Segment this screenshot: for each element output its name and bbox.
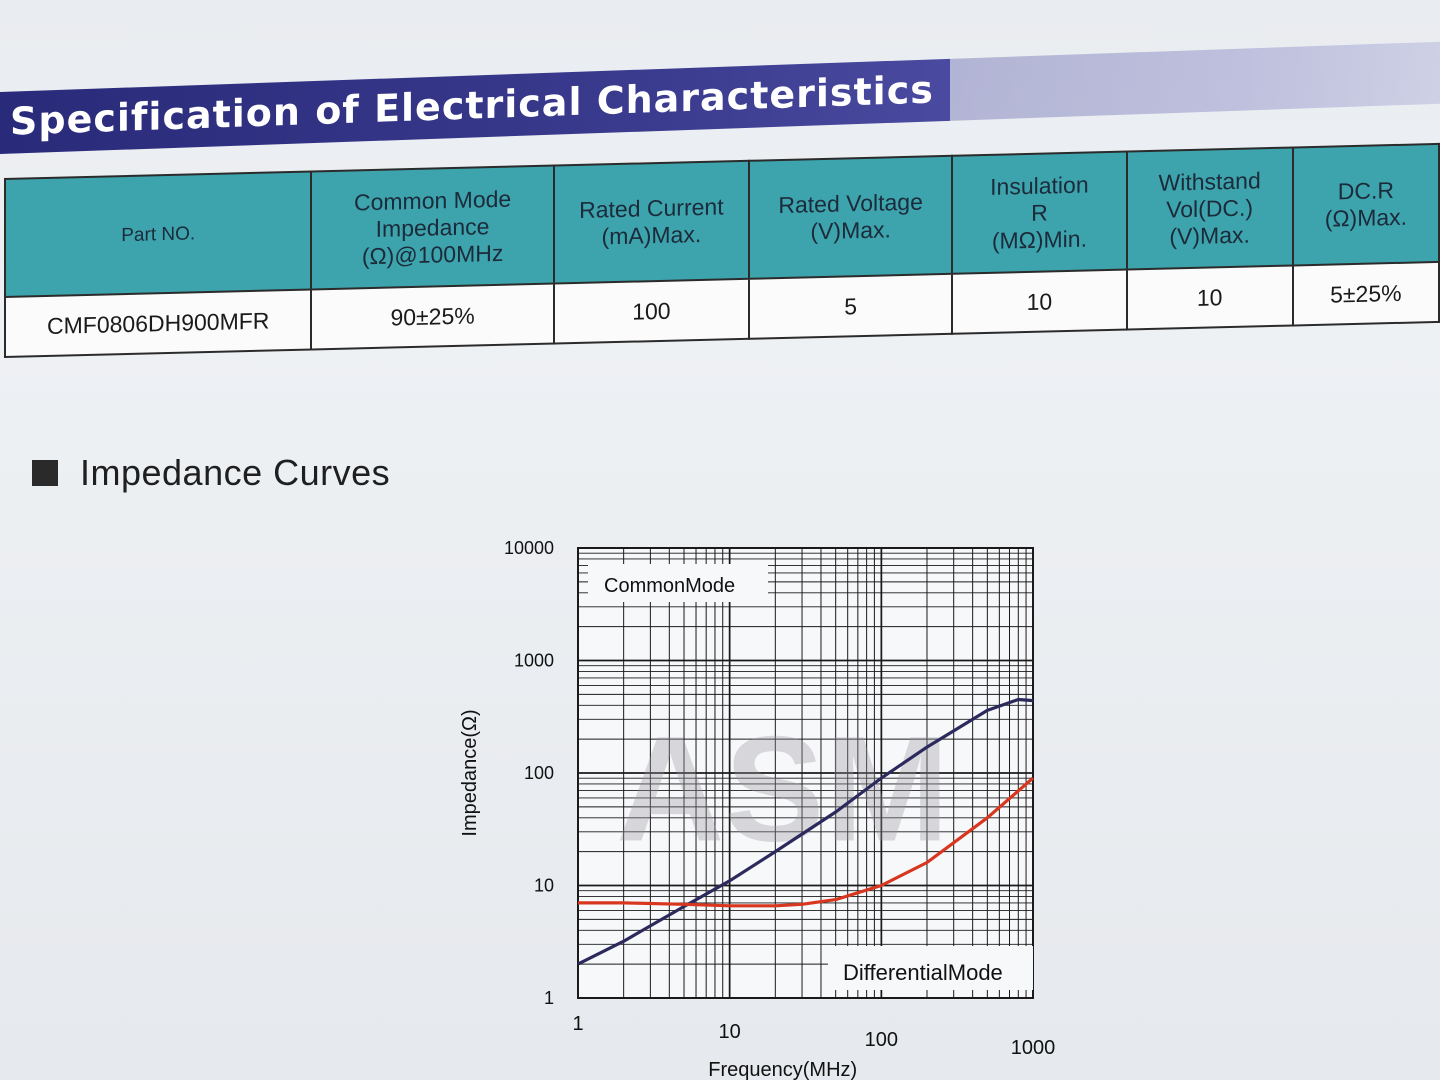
y-tick-label: 10: [534, 876, 554, 896]
y-tick-label: 100: [524, 763, 554, 783]
page-title: Specification of Electrical Characterist…: [10, 67, 934, 144]
table-cell: 10: [1126, 265, 1293, 330]
table-cell: 100: [553, 278, 750, 344]
header-line: Withstand: [1158, 166, 1261, 196]
table-header-cell: Part NO.: [5, 171, 312, 297]
title-banner-fade: [950, 41, 1440, 121]
header-line: R: [1031, 198, 1048, 226]
table-cell: 90±25%: [311, 283, 554, 350]
spec-table-wrap: Part NO. Common Mode Impedance (Ω)@100MHz Ra…: [4, 143, 1440, 358]
table-header-cell: Insulation R (MΩ)Min.: [952, 151, 1127, 274]
y-tick-label: 1: [544, 988, 554, 1008]
x-tick-label: 10: [719, 1021, 741, 1043]
table-header-cell: DC.R (Ω)Max.: [1292, 143, 1439, 266]
header-line: Rated Current: [579, 193, 724, 223]
series-line: [578, 776, 1035, 908]
spec-table: Part NO. Common Mode Impedance (Ω)@100MHz Ra…: [4, 143, 1440, 358]
x-tick-label: 1: [572, 1013, 583, 1035]
table-cell: 10: [952, 269, 1127, 334]
legend-label-common: CommonMode: [604, 575, 735, 597]
header-line: Common Mode: [353, 185, 512, 215]
header-line: (mA)Max.: [601, 220, 702, 250]
x-axis-label: Frequency(MHz): [708, 1059, 857, 1080]
header-line: (MΩ)Min.: [991, 225, 1087, 254]
legend-box-differential: [828, 946, 1033, 990]
legend-box-common: [588, 564, 768, 602]
table-cell: 5: [749, 273, 953, 339]
y-axis-label: Impedance(Ω): [459, 709, 481, 836]
table-header-cell: Withstand Vol(DC.) (V)Max.: [1126, 147, 1293, 270]
table-cell: 5±25%: [1292, 261, 1439, 326]
table-cell: CMF0806DH900MFR: [5, 289, 312, 357]
header-line: Impedance: [375, 212, 490, 242]
legend-label-differential: DifferentialMode: [843, 960, 1003, 985]
bullet-square-icon: [32, 460, 58, 486]
header-line: Part NO.: [121, 222, 196, 246]
y-tick-label: 1000: [514, 651, 554, 671]
section-heading: Impedance Curves: [32, 452, 390, 494]
header-line: Vol(DC.): [1166, 193, 1254, 223]
header-line: (Ω)Max.: [1324, 203, 1408, 232]
table-header-cell: Rated Voltage (V)Max.: [749, 155, 953, 279]
table-header-cell: Rated Current (mA)Max.: [553, 160, 750, 284]
header-line: Insulation: [990, 170, 1089, 200]
header-line: (Ω)@100MHz: [361, 239, 504, 269]
x-tick-label: 1000: [1011, 1037, 1056, 1059]
y-tick-label: 10000: [504, 538, 554, 558]
table-header-cell: Common Mode Impedance (Ω)@100MHz: [311, 165, 554, 290]
series-line: [577, 697, 1034, 966]
watermark-text: ASM: [616, 705, 949, 873]
header-line: Rated Voltage: [778, 188, 923, 219]
title-banner: Specification of Electrical Characterist…: [0, 41, 1440, 154]
header-line: (V)Max.: [1169, 221, 1250, 250]
x-tick-label: 100: [865, 1029, 898, 1051]
impedance-chart: ASM CommonMode DifferentialMode 1 10 100 1000 1…: [459, 538, 1056, 1080]
header-line: (V)Max.: [810, 216, 891, 245]
header-line: DC.R: [1337, 177, 1394, 205]
section-heading-text: Impedance Curves: [80, 452, 391, 493]
